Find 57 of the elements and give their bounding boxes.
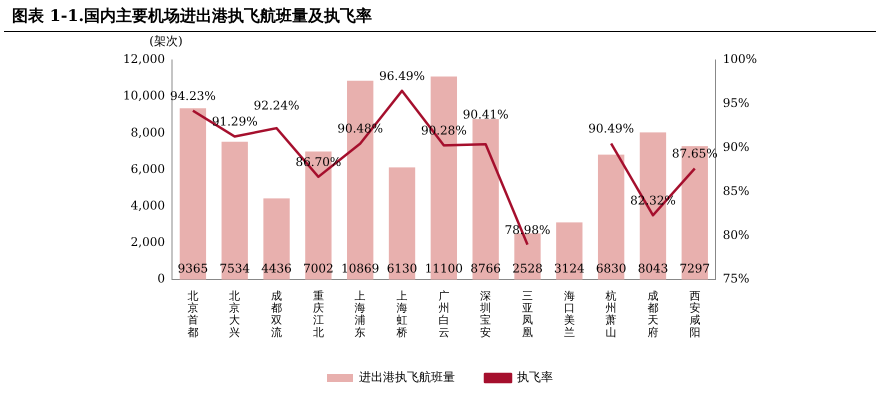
x-tick-label: 海口美兰	[564, 290, 575, 339]
x-tick-label: 上海虹桥	[396, 290, 408, 339]
data-label: 96.49%	[379, 68, 425, 83]
data-label: 6130	[386, 262, 418, 276]
x-tick-label: 重庆江北	[312, 290, 324, 339]
bar	[472, 119, 499, 280]
x-tick-label: 北京大兴	[229, 290, 240, 339]
data-label: 92.24%	[254, 98, 300, 113]
data-label: 7002	[303, 262, 334, 276]
data-label: 7534	[219, 262, 250, 276]
bar	[180, 108, 206, 280]
data-label: 90.49%	[588, 122, 634, 136]
bar	[598, 154, 624, 280]
y2-tick-label: 90%	[722, 140, 750, 154]
data-label: 10869	[341, 262, 380, 276]
data-label: 8766	[470, 262, 501, 276]
x-tick-label: 成都天府	[647, 290, 658, 339]
bar	[263, 198, 290, 280]
x-tick-label: 上海浦东	[354, 290, 366, 339]
data-label: 4436	[261, 262, 292, 276]
data-label: 7297	[680, 262, 710, 276]
x-tick-label: 广州白云	[438, 290, 450, 339]
y-tick-label: 8,000	[130, 125, 165, 140]
data-label: 11100	[424, 262, 463, 276]
data-label: 91.29%	[212, 114, 258, 129]
y-tick-label: 12,000	[122, 52, 165, 66]
x-tick-label: 深圳宝安	[479, 290, 492, 339]
x-tick-label: 成都双流	[271, 290, 282, 339]
data-label: 87.65%	[672, 146, 718, 161]
y2-tick-label: 80%	[722, 228, 750, 242]
legend-label: 进出港执飞航班量	[359, 370, 455, 384]
data-label: 3124	[554, 262, 585, 276]
y-tick-label: 6,000	[130, 162, 165, 176]
data-label: 2528	[512, 262, 543, 276]
data-label: 90.41%	[462, 108, 509, 122]
bar	[388, 167, 416, 280]
chart-title: 图表 1-1.国内主要机场进出港执飞航班量及执飞率	[4, 0, 876, 32]
bar	[556, 222, 582, 280]
x-tick-label: 北京首都	[187, 290, 198, 339]
x-tick-label: 杭州萧山	[604, 290, 617, 339]
legend-label: 执飞率	[517, 370, 553, 384]
data-label: 9365	[178, 262, 208, 276]
y-tick-label: 2,000	[130, 235, 165, 250]
x-tick-label: 三亚凤凰	[522, 290, 533, 339]
y-tick-label: 4,000	[130, 198, 165, 213]
data-label: 6830	[596, 262, 626, 276]
y2-tick-label: 100%	[722, 52, 758, 66]
y2-tick-label: 95%	[722, 96, 750, 110]
y-tick-label: 0	[157, 272, 165, 286]
y-tick-label: 10,000	[122, 88, 165, 103]
bar	[222, 142, 248, 280]
y2-tick-label: 75%	[722, 272, 750, 286]
x-tick-label: 西安咸阳	[689, 290, 700, 339]
data-label: 8043	[638, 262, 668, 276]
data-label: 94.23%	[170, 88, 216, 103]
y-axis-title: (架次)	[149, 34, 183, 48]
y2-tick-label: 85%	[722, 184, 750, 198]
